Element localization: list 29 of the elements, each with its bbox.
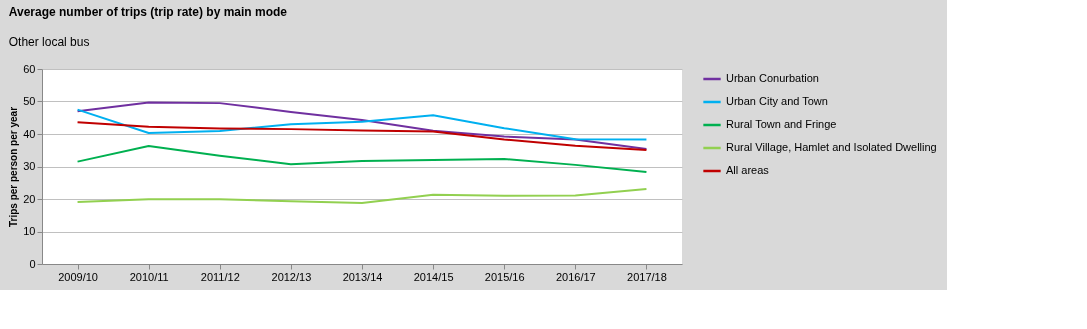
x-tick-label: 2016/17 [555,270,596,283]
x-tick-label: 2009/10 [58,270,98,283]
chart-title: Average number of trips (trip rate) by main mode [8,5,288,19]
x-tick-label: 2014/15 [413,270,454,283]
legend-label: Rural Town and Fringe [726,118,837,130]
x-tick-label: 2012/13 [271,270,312,283]
legend-label: All areas [726,164,770,176]
x-tick-label: 2011/12 [200,270,240,283]
y-tick-label: 0 [29,257,36,270]
x-tick-label: 2015/16 [484,270,525,283]
y-axis-title: Trips per person per year [8,106,20,228]
y-tick-label: 20 [23,192,36,205]
chart-subtitle: Other local bus [8,35,90,49]
line-series [76,121,648,151]
legend-label: Rural Village, Hamlet and Isolated Dwelling [726,141,937,153]
y-tick-label: 30 [23,160,36,172]
line-series [76,101,648,150]
legend-label: Urban Conurbation [726,72,819,84]
y-tick-label: 40 [23,127,36,140]
line-series [76,108,648,141]
x-tick-label: 2010/11 [129,270,169,283]
x-tick-label: 2013/14 [342,270,383,283]
y-tick-label: 60 [23,62,36,75]
line-series [76,145,648,174]
y-tick-label: 50 [23,95,36,107]
legend-label: Urban City and Town [726,95,828,107]
x-tick-label: 2017/18 [627,270,667,283]
y-tick-label: 10 [23,225,36,237]
line-series [76,187,648,204]
